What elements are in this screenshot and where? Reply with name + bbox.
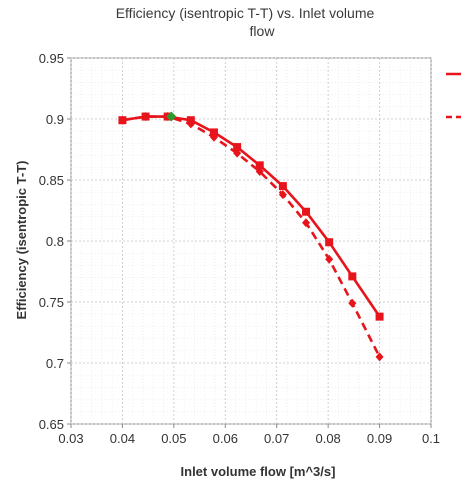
x-tick-label: 0.06 bbox=[213, 431, 238, 446]
data-point-diamond bbox=[255, 166, 264, 176]
x-tick-label: 0.1 bbox=[422, 431, 440, 446]
data-point-square bbox=[278, 182, 287, 191]
data-point-diamond bbox=[375, 352, 384, 362]
y-axis-label: Efficiency (isentropic T-T) bbox=[14, 161, 29, 320]
data-point-diamond bbox=[278, 190, 287, 200]
x-tick-label: 0.03 bbox=[58, 431, 83, 446]
x-tick-label: 0.09 bbox=[367, 431, 392, 446]
grid bbox=[70, 57, 432, 425]
y-tick-label: 0.7 bbox=[46, 356, 64, 371]
data-point-square bbox=[348, 272, 357, 281]
highlight-point bbox=[166, 111, 177, 122]
x-tick-label: 0.08 bbox=[315, 431, 340, 446]
y-tick-label: 0.95 bbox=[39, 51, 64, 66]
chart-title-line2: flow bbox=[250, 23, 276, 39]
y-tick-label: 0.85 bbox=[39, 173, 64, 188]
data-point-square bbox=[325, 238, 334, 247]
x-tick-label: 0.04 bbox=[110, 431, 135, 446]
legend bbox=[446, 72, 461, 119]
data-point-square bbox=[209, 128, 218, 137]
data-point-diamond bbox=[325, 254, 334, 264]
data-point-diamond bbox=[209, 132, 218, 142]
data-point-diamond bbox=[186, 119, 195, 129]
x-axis-label: Inlet volume flow [m^3/s] bbox=[181, 464, 336, 479]
data-point-square bbox=[255, 161, 264, 170]
y-tick-label: 0.75 bbox=[39, 295, 64, 310]
x-tick-label: 0.05 bbox=[161, 431, 186, 446]
chart-title-line1: Efficiency (isentropic T-T) vs. Inlet vo… bbox=[116, 5, 375, 21]
axis-ticks: 0.03 0.04 0.05 0.06 0.07 0.08 0.09 0.1 0.65 0.7 0.… bbox=[39, 51, 440, 446]
series-dashed bbox=[118, 112, 384, 362]
y-tick-label: 0.65 bbox=[39, 417, 64, 432]
series-group bbox=[118, 111, 384, 362]
data-point-diamond bbox=[302, 218, 311, 228]
data-point-diamond bbox=[118, 115, 127, 125]
x-tick-label: 0.07 bbox=[264, 431, 289, 446]
data-point-diamond bbox=[348, 298, 357, 308]
data-point-diamond bbox=[141, 112, 150, 122]
data-point-square bbox=[233, 143, 242, 152]
y-tick-label: 0.9 bbox=[46, 112, 64, 127]
data-point-diamond bbox=[233, 148, 242, 158]
data-point-square bbox=[375, 312, 384, 321]
data-point-square bbox=[302, 207, 311, 216]
y-tick-label: 0.8 bbox=[46, 234, 64, 249]
